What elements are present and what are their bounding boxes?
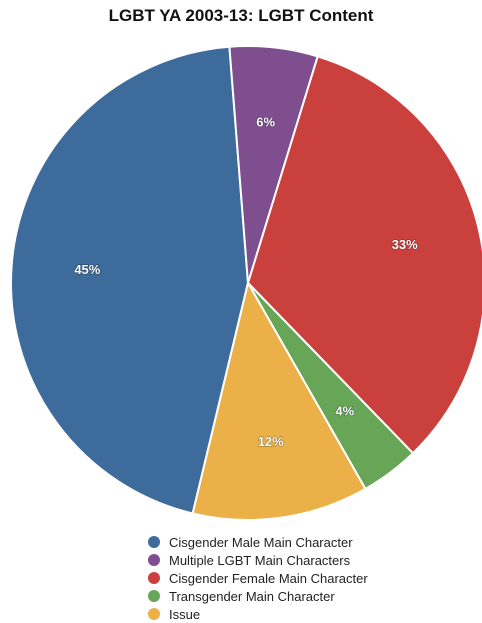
legend-swatch: [148, 536, 160, 548]
legend-label: Cisgender Female Main Character: [169, 570, 368, 586]
legend-swatch: [148, 554, 160, 566]
slice-label-issue: 12%: [258, 434, 284, 449]
legend-label: Issue: [169, 606, 201, 622]
legend-label: Cisgender Male Main Character: [169, 534, 353, 550]
pie-slice-cisgender-male-main-character: [9, 45, 250, 515]
legend-swatch: [148, 572, 160, 584]
pie-slice-issue: [191, 280, 367, 521]
legend-item-cisgender-female-main-character: Cisgender Female Main Character: [148, 569, 368, 587]
slice-label-transgender-main-character: 4%: [335, 403, 354, 418]
legend-swatch: [148, 608, 160, 620]
legend-item-cisgender-male-main-character: Cisgender Male Main Character: [148, 533, 368, 551]
legend-item-transgender-main-character: Transgender Main Character: [148, 587, 368, 605]
pie-slice-cisgender-female-main-character: [246, 55, 482, 455]
legend-item-multiple-lgbt-main-characters: Multiple LGBT Main Characters: [148, 551, 368, 569]
legend-swatch: [148, 590, 160, 602]
slice-label-cisgender-female-main-character: 33%: [392, 237, 418, 252]
slice-label-cisgender-male-main-character: 45%: [74, 262, 100, 277]
legend-item-issue: Issue: [148, 605, 368, 623]
legend-label: Multiple LGBT Main Characters: [169, 552, 351, 568]
chart-legend: Cisgender Male Main Character Multiple LG…: [148, 533, 368, 623]
chart-title: LGBT YA 2003-13: LGBT Content: [108, 6, 374, 25]
slice-label-multiple-lgbt-main-characters: 6%: [256, 114, 275, 129]
pie-chart: 45% 6% 33% 4% 12%: [9, 45, 482, 521]
legend-label: Transgender Main Character: [169, 588, 335, 604]
